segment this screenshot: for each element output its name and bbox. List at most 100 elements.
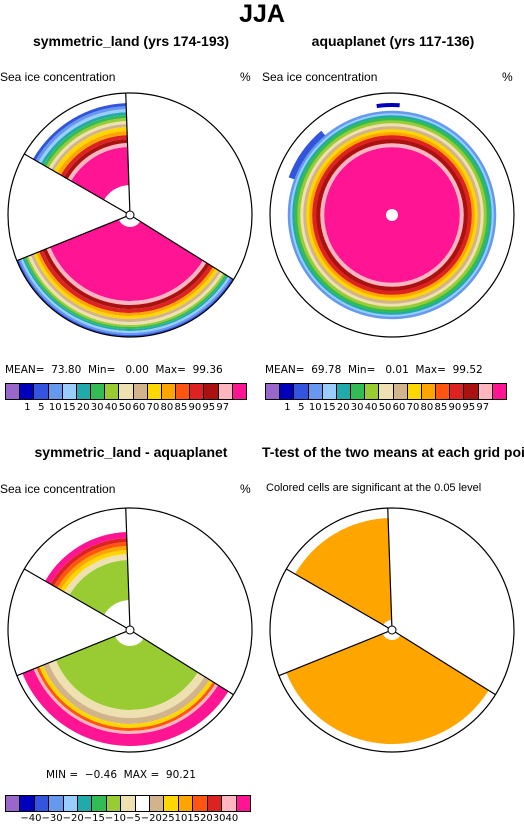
- panel1-colorbar-swatch: [232, 384, 246, 399]
- panel2-contour-band: [289, 112, 495, 318]
- panel2-colorbar-swatch: [308, 384, 323, 399]
- panel2-contour-band: [293, 116, 491, 314]
- panel3-contour-band: [69, 560, 129, 615]
- panel2-colorbar-swatch: [336, 384, 352, 399]
- panel3-polar-map: [7, 507, 253, 753]
- panel4-polar-map: [269, 507, 515, 753]
- panel1-land-edge: [16, 214, 131, 262]
- panel3-colorbar-tick-label: −20: [62, 813, 84, 824]
- panel1-title: symmetric_land (yrs 174-193): [32, 33, 230, 49]
- panel3-colorbar-tick-label: −40: [20, 813, 42, 824]
- panel2-variable-label: Sea ice concentration: [262, 70, 378, 84]
- panel3-colorbar-swatch: [49, 796, 64, 811]
- panel4-land-edge: [387, 508, 393, 631]
- panel1-colorbar-swatch: [161, 384, 177, 399]
- panel1-colorbar-swatch: [62, 384, 77, 399]
- panel1-colorbar-swatch: [105, 384, 120, 399]
- panel2-contour-band: [302, 125, 482, 305]
- panel1-contour-band: [46, 247, 207, 306]
- panel2-ice-cells: [288, 130, 326, 180]
- panel1-colorbar-tick-label: 60: [132, 402, 146, 413]
- panel2-colorbar-tick-label: 30: [350, 402, 364, 413]
- panel2-unit: %: [502, 70, 513, 84]
- panel2-colorbar-tick-label: 60: [392, 402, 406, 413]
- panel3-colorbar-tick-label: 15: [187, 813, 201, 824]
- panel1-contour-band: [42, 248, 210, 309]
- panel1-land-edge: [24, 153, 131, 216]
- panel1-contour-band: [50, 215, 203, 301]
- panel2-contour-band: [291, 114, 493, 316]
- panel2-colorbar: [265, 383, 507, 400]
- panel2-colorbar-swatch: [351, 384, 366, 399]
- panel3-colorbar-swatch: [193, 796, 208, 811]
- panel3-colorbar-tick-label: −15: [83, 813, 105, 824]
- panel2-colorbar-tick-label: 15: [322, 402, 336, 413]
- panel3-colorbar-swatch: [20, 796, 35, 811]
- panel3-land-edge: [24, 568, 131, 631]
- panel3-contour-band: [48, 659, 205, 718]
- panel1-colorbar-tick-label: 20: [76, 402, 90, 413]
- panel3-colorbar-swatch: [164, 796, 179, 811]
- panel2-colorbar-tick-label: 97: [476, 402, 490, 413]
- panel1-colorbar-tick-label: 1: [24, 402, 31, 413]
- panel4-land-edge: [286, 568, 393, 631]
- panel3-colorbar-ticks: −40 −30 −20 −15 −10 −5 −2 0 2 5 10 15 20 30 40: [5, 813, 249, 824]
- panel1-core: [118, 215, 141, 227]
- panel1-colorbar-ticks: 1 5 10 15 20 30 40 50 60 70 80 85 90 95 97: [5, 402, 245, 413]
- panel3-colorbar-swatch: [121, 796, 136, 811]
- panel2-colorbar-swatch: [464, 384, 479, 399]
- panel2-contour-band: [299, 122, 485, 308]
- panel2-colorbar-swatch: [407, 384, 422, 399]
- panel2-colorbar-tick-label: 40: [364, 402, 378, 413]
- panel2-pole: [386, 209, 398, 221]
- panel3-pole: [125, 625, 135, 635]
- panel2-colorbar-tick-label: 1: [284, 402, 291, 413]
- panel3-colorbar-tick-label: 10: [174, 813, 188, 824]
- panel2-contour-band: [287, 110, 497, 320]
- panel3-colorbar-tick-label: −5: [125, 813, 141, 824]
- panel2-colorbar-swatch: [379, 384, 394, 399]
- panel1-colorbar-tick-label: 70: [146, 402, 160, 413]
- panel4-pole: [387, 625, 397, 635]
- panel1-contour-band: [60, 135, 128, 177]
- panel1-colorbar-swatch: [218, 384, 233, 399]
- panel1-colorbar-tick-label: 30: [90, 402, 104, 413]
- panel2-colorbar-tick-label: 10: [308, 402, 322, 413]
- panel3-colorbar-tick-label: 0: [155, 813, 162, 824]
- panel3-colorbar-swatch: [92, 796, 107, 811]
- panel1-colorbar-swatch: [76, 384, 92, 399]
- panel2-colorbar-tick-label: 95: [462, 402, 476, 413]
- panel2-colorbar-swatch: [478, 384, 493, 399]
- panel2-colorbar-tick-label: 80: [420, 402, 434, 413]
- panel1-contour-band: [39, 250, 214, 313]
- panel4-title: T-test of the two means at each grid poi…: [262, 444, 524, 460]
- panel4-boundary: [269, 507, 515, 753]
- panel3-colorbar-tick-label: 20: [200, 813, 213, 824]
- panel4-significant-cells: [286, 633, 489, 744]
- panel1-colorbar-swatch: [190, 384, 205, 399]
- panel3-contour-band: [42, 662, 210, 724]
- panel2-colorbar-swatch: [393, 384, 408, 399]
- panel3-colorbar: [5, 795, 251, 812]
- panel2-contour-band: [319, 142, 465, 288]
- panel3-contour-band: [22, 668, 229, 746]
- panel3-colorbar-swatch: [207, 796, 223, 811]
- panel1-colorbar: [5, 383, 247, 400]
- panel2-contour-band: [296, 119, 488, 311]
- panel2-colorbar-swatch: [294, 384, 309, 399]
- panel3-colorbar-swatch: [236, 796, 250, 811]
- panel3-colorbar-tick-label: −10: [104, 813, 126, 824]
- panel3-colorbar-tick-label: −30: [41, 813, 63, 824]
- panel3-colorbar-swatch: [106, 796, 122, 811]
- panel3-contour-band: [39, 665, 214, 728]
- panel3-contour-band: [55, 635, 198, 710]
- panel3-colorbar-swatch: [135, 796, 151, 811]
- panel3-land-edge: [125, 508, 131, 631]
- panel1-stats: MEAN= 73.80 Min= 0.00 Max= 99.36: [5, 364, 223, 376]
- panel3-colorbar-swatch: [6, 796, 21, 811]
- panel2-contour-band: [305, 128, 479, 302]
- panel2-colorbar-ticks: 1 5 10 15 20 30 40 50 60 70 80 85 90 95 97: [265, 402, 505, 413]
- panel3-land-edge: [129, 629, 234, 696]
- panel3-contour-band: [60, 550, 128, 592]
- panel1-colorbar-swatch: [204, 384, 219, 399]
